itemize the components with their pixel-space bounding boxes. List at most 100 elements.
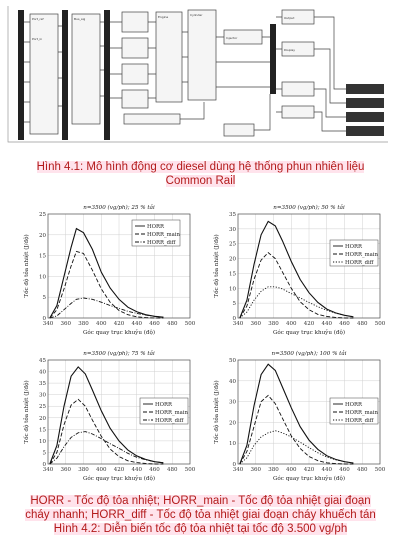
x-axis-label: Góc quay trục khuỷu (độ) — [273, 475, 345, 482]
legend-label: HORR_main — [155, 410, 188, 416]
x-tick-label: 440 — [322, 467, 333, 473]
block-d — [121, 89, 149, 109]
plot-frame — [237, 359, 381, 465]
block-cylinder — [187, 9, 217, 101]
y-tick-label: 20 — [39, 416, 46, 422]
series-line-horr — [239, 220, 354, 319]
y-tick-label: 15 — [229, 271, 236, 277]
series-line-horr_diff — [49, 431, 164, 465]
block-signals — [71, 13, 101, 125]
legend-label: HORR_main — [345, 252, 378, 258]
mux-bar-left-2 — [62, 10, 68, 140]
y-axis-label: Tốc độ tỏa nhiệt (J/độ) — [23, 380, 30, 443]
series-line-horr_main — [49, 250, 164, 319]
legend-label: HORR_diff — [345, 418, 375, 424]
y-tick-label: 20 — [39, 233, 46, 239]
figure-4-2-caption: HORR - Tốc độ tỏa nhiệt; HORR_main - Tốc… — [25, 495, 376, 535]
series-line-horr_main — [239, 251, 354, 319]
series-line-horr — [239, 363, 354, 465]
svg-text:Engine: Engine — [158, 15, 168, 19]
figure-4-1-caption: Hình 4.1: Mô hình động cơ diesel dùng hệ… — [36, 161, 365, 187]
chart-title: n=3500 (vg/ph); 50 % tải — [273, 204, 345, 211]
legend-label: HORR_main — [147, 232, 180, 238]
series-line-horr_main — [49, 398, 164, 465]
scope-2 — [346, 98, 384, 108]
y-tick-label: 30 — [229, 227, 236, 233]
x-tick-label: 380 — [78, 321, 89, 327]
mux-bar-left-3 — [104, 10, 110, 140]
series-line-horr_main — [239, 394, 354, 465]
scope-3 — [346, 112, 384, 122]
series-line-horr_diff — [239, 286, 354, 319]
svg-text:Output: Output — [284, 16, 295, 20]
chart-75-load: n=3500 (vg/ph); 75 % tải 0 5 10 15 20 25 30 35 40… — [20, 346, 200, 486]
scope-1 — [346, 84, 384, 94]
chart-title: n=3500 (vg/ph); 100 % tải — [271, 350, 346, 357]
x-tick-label: 400 — [286, 321, 297, 327]
svg-text:Cylinder: Cylinder — [190, 13, 203, 17]
y-tick-label: 0 — [233, 316, 237, 322]
legend-box — [329, 239, 379, 267]
x-tick-label: 400 — [286, 467, 297, 473]
svg-text:Injector: Injector — [226, 36, 238, 40]
x-axis-label: Góc quay trục khuỷu (độ) — [83, 329, 155, 336]
x-tick-label: 380 — [268, 321, 279, 327]
chart-100-load: n=3500 (vg/ph); 100 % tải 0 10 20 30 40 50 340 3… — [210, 346, 390, 486]
chart-100-load-svg: n=3500 (vg/ph); 100 % tải 0 10 20 30 40 50 340 3… — [213, 350, 386, 482]
x-tick-label: 440 — [132, 467, 143, 473]
legend-box — [131, 219, 181, 247]
y-axis-label: Tốc độ tỏa nhiệt (J/độ) — [213, 234, 220, 297]
x-tick-label: 500 — [185, 321, 196, 327]
x-tick-label: 380 — [78, 467, 89, 473]
block-inputs — [29, 13, 59, 135]
x-tick-label: 460 — [149, 321, 160, 327]
svg-text:Display: Display — [284, 48, 295, 52]
x-tick-label: 380 — [268, 467, 279, 473]
svg-text:Port_ref: Port_ref — [32, 17, 44, 21]
chart-50-load-svg: n=3500 (vg/ph); 50 % tải 0 5 10 15 20 25 30 35 34… — [213, 204, 386, 336]
y-tick-label: 40 — [229, 379, 236, 385]
svg-text:Port_in: Port_in — [32, 37, 42, 41]
x-tick-label: 420 — [304, 321, 315, 327]
block-b — [121, 37, 149, 59]
series-line-horr_diff — [49, 297, 164, 319]
block-c — [121, 63, 149, 85]
y-tick-label: 45 — [39, 358, 46, 364]
y-tick-label: 30 — [229, 400, 236, 406]
y-tick-label: 10 — [229, 441, 236, 447]
simulink-diagram: Port_ref Port_in Bus_sig Engine Cylinder… — [7, 6, 388, 143]
y-tick-label: 10 — [229, 286, 236, 292]
x-tick-label: 360 — [251, 467, 262, 473]
y-tick-label: 5 — [43, 450, 47, 456]
chart-25-load-svg: n=3500 (vg/ph); 25 % tải 0 5 10 15 20 25 340 360… — [23, 204, 196, 336]
x-tick-label: 480 — [167, 467, 178, 473]
x-tick-label: 360 — [61, 467, 72, 473]
legend-box — [329, 397, 379, 425]
bus-bar — [270, 24, 276, 94]
y-tick-label: 25 — [39, 212, 46, 218]
x-tick-label: 400 — [96, 321, 107, 327]
block-out-4 — [281, 105, 315, 119]
x-tick-label: 340 — [233, 467, 244, 473]
y-tick-label: 0 — [43, 462, 47, 468]
chart-title: n=3500 (vg/ph); 25 % tải — [83, 204, 155, 211]
chart-title: n=3500 (vg/ph); 75 % tải — [83, 350, 155, 357]
y-tick-label: 5 — [43, 295, 47, 301]
scope-4 — [346, 126, 384, 136]
plot-frame — [47, 213, 191, 319]
legend-box — [139, 397, 189, 425]
legend-label: HORR_diff — [345, 260, 375, 266]
mux-bar-left — [18, 10, 24, 140]
x-tick-label: 500 — [375, 467, 386, 473]
y-tick-label: 15 — [39, 427, 46, 433]
legend-label: HORR — [345, 402, 363, 408]
x-tick-label: 340 — [233, 321, 244, 327]
legend-label: HORR_diff — [155, 418, 185, 424]
legend-label: HORR — [155, 402, 173, 408]
y-tick-label: 50 — [229, 358, 236, 364]
y-tick-label: 15 — [39, 254, 46, 260]
block-controller — [123, 113, 181, 125]
x-tick-label: 360 — [251, 321, 262, 327]
y-tick-label: 0 — [43, 316, 47, 322]
y-tick-label: 35 — [229, 212, 236, 218]
